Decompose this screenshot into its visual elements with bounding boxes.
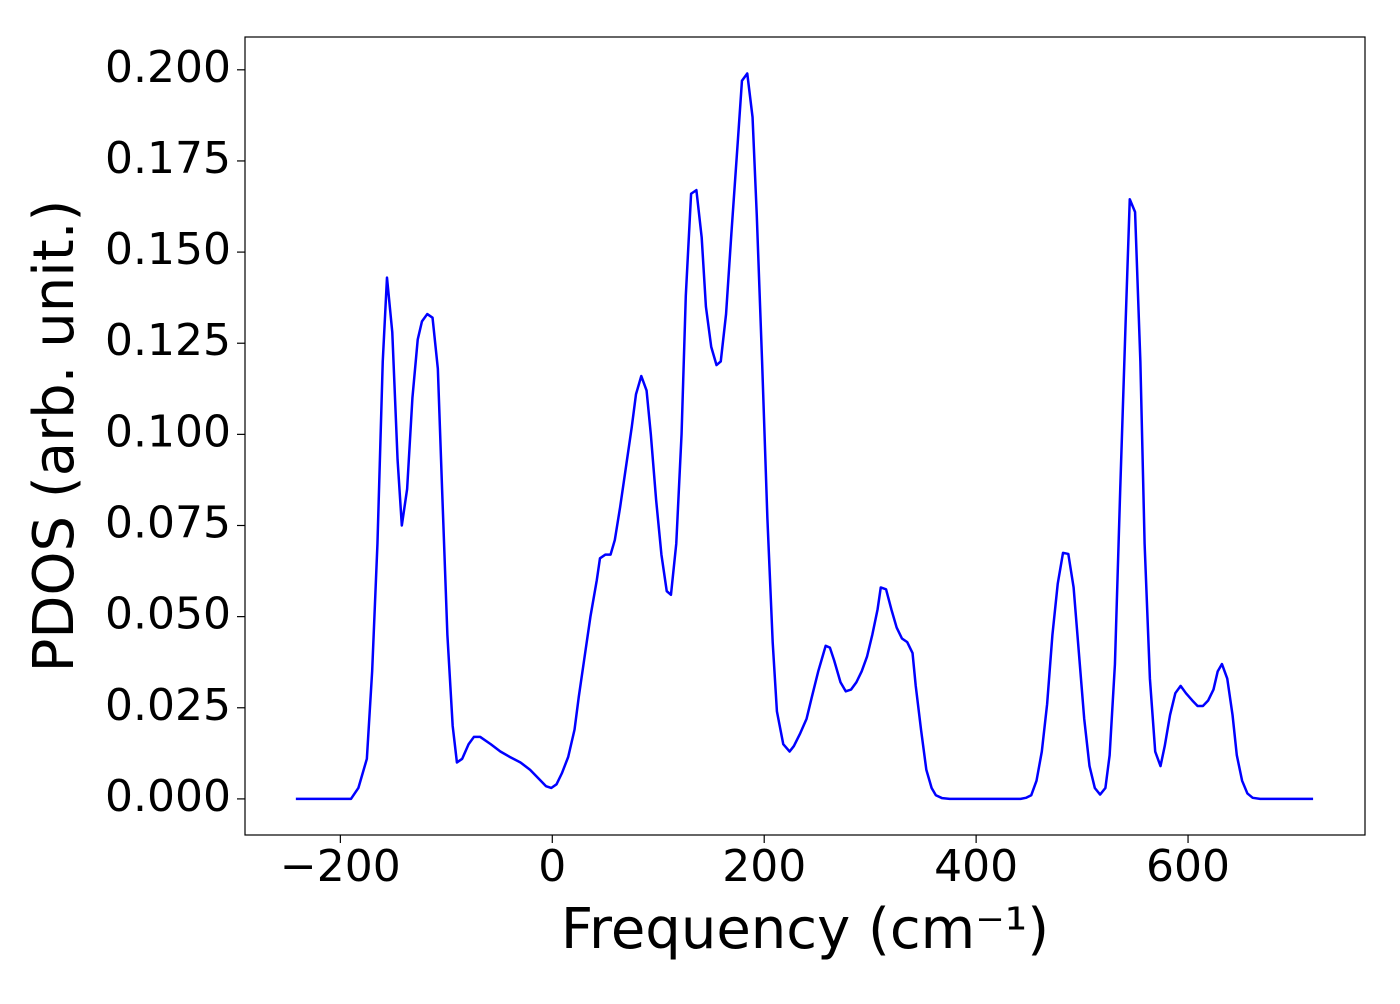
x-axis-label: Frequency (cm⁻¹) [561, 897, 1049, 962]
plot-frame [244, 36, 1366, 836]
line [295, 72, 1314, 801]
y-tick-label: 0.050 [105, 589, 231, 640]
y-tick-label: 0.200 [105, 42, 231, 93]
x-tick-label: 600 [1146, 841, 1230, 892]
y-tick-label: 0.175 [105, 133, 231, 184]
y-tick-label: 0.100 [105, 406, 231, 457]
y-tick-label: 0.075 [105, 497, 231, 548]
y-tick-label: 0.025 [105, 680, 231, 731]
x-tick-label: 0 [538, 841, 566, 892]
y-axis-label: PDOS (arb. unit.) [22, 200, 87, 673]
y-tick-label: 0.150 [105, 224, 231, 275]
y-tick-label: 0.000 [105, 771, 231, 822]
x-tick-label: 400 [934, 841, 1018, 892]
x-tick-label: −200 [280, 841, 401, 892]
y-tick-label: 0.125 [105, 315, 231, 366]
x-tick-label: 200 [722, 841, 806, 892]
